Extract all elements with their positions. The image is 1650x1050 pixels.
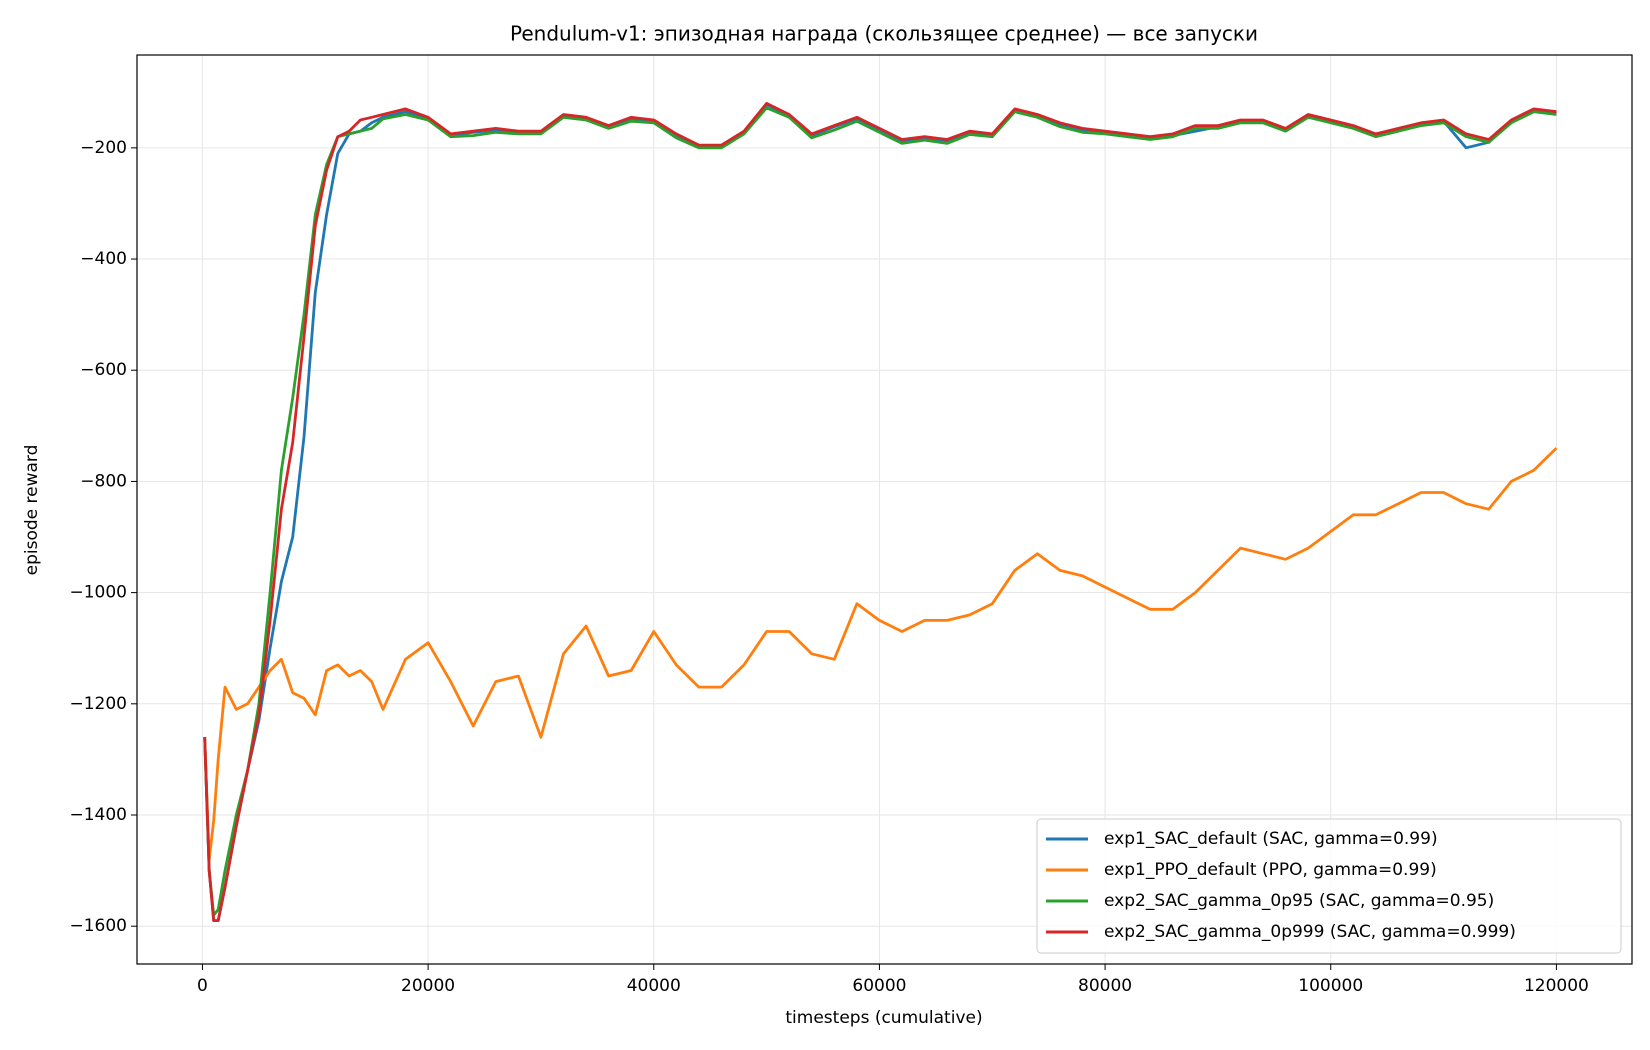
x-tick-label: 120000 (1524, 976, 1589, 996)
y-tick-label: −200 (80, 138, 127, 158)
series-line (203, 447, 1558, 861)
x-tick-label: 20000 (401, 976, 455, 996)
x-tick-label: 60000 (852, 976, 906, 996)
y-axis-label: episode reward (22, 445, 42, 576)
legend-label: exp2_SAC_gamma_0p95 (SAC, gamma=0.95) (1104, 891, 1494, 911)
x-tick-label: 100000 (1298, 976, 1363, 996)
series-line (203, 106, 1557, 917)
chart-title: Pendulum-v1: эпизодная награда (скользящ… (510, 22, 1258, 46)
legend: exp1_SAC_default (SAC, gamma=0.99) exp1_P… (1036, 818, 1622, 954)
legend-label: exp1_SAC_default (SAC, gamma=0.99) (1104, 829, 1438, 849)
legend-label: exp2_SAC_gamma_0p999 (SAC, gamma=0.999) (1104, 922, 1516, 942)
y-tick-label: −800 (80, 471, 127, 491)
x-tick-label: 0 (197, 976, 208, 996)
y-tick-label: −1600 (69, 916, 127, 936)
x-tick-label: 40000 (627, 976, 681, 996)
plot-frame (136, 54, 1633, 965)
x-axis-label: timesteps (cumulative) (785, 1008, 982, 1028)
legend-label: exp1_PPO_default (PPO, gamma=0.99) (1104, 860, 1437, 880)
series-line (203, 103, 1557, 922)
y-tick-label: −1000 (69, 583, 127, 603)
series-line (203, 102, 1557, 922)
y-tick-label: −400 (80, 249, 127, 269)
legend-box (1036, 818, 1622, 954)
y-tick-label: −600 (80, 360, 127, 380)
x-tick-label: 80000 (1078, 976, 1132, 996)
y-tick-label: −1200 (69, 694, 127, 714)
y-tick-label: −1400 (69, 805, 127, 825)
